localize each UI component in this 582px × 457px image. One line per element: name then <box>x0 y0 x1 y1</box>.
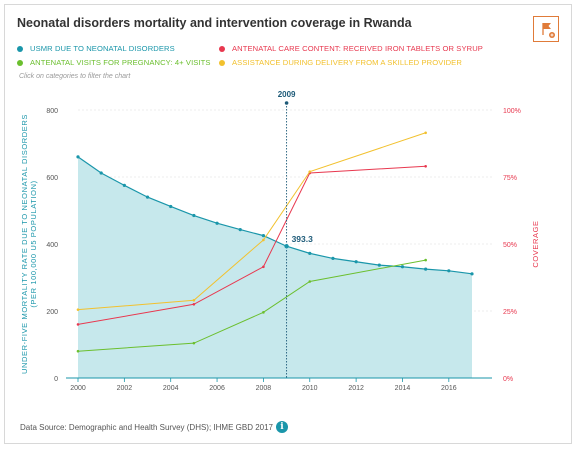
usmr-point <box>377 263 381 267</box>
year-marker-dot <box>284 101 289 105</box>
legend-item-anc4[interactable]: ANTENATAL VISITS FOR PREGNANCY: 4+ VISIT… <box>17 58 211 67</box>
y-tick-label: 800 <box>46 108 58 115</box>
usmr-point <box>192 213 196 218</box>
legend-label: ASSISTANCE DURING DELIVERY FROM A SKILLE… <box>232 58 462 67</box>
x-tick-label: 2006 <box>209 385 225 392</box>
coverage-point <box>76 323 80 326</box>
marker-value-label: 393.3 <box>292 234 314 244</box>
info-icon[interactable]: i <box>276 421 288 433</box>
usmr-point <box>400 265 405 269</box>
coverage-point <box>262 265 265 269</box>
x-tick-label: 2014 <box>395 385 411 392</box>
coverage-point <box>192 298 196 302</box>
legend-label: ANTENATAL VISITS FOR PREGNANCY: 4+ VISIT… <box>30 58 211 67</box>
x-tick-label: 2004 <box>163 385 179 392</box>
legend-dot <box>17 46 23 52</box>
usmr-point <box>424 267 428 271</box>
y-tick-label: 0 <box>54 376 58 383</box>
usmr-point <box>76 155 80 159</box>
y-tick-label: 200 <box>46 309 58 316</box>
legend-item-usmr[interactable]: USMR DUE TO NEONATAL DISORDERS <box>17 44 175 53</box>
usmr-point <box>331 256 335 261</box>
usmr-point <box>215 221 219 225</box>
y2-tick-label: 75% <box>503 175 517 182</box>
usmr-point <box>354 260 358 264</box>
legend-dot <box>219 46 225 52</box>
x-tick-label: 2002 <box>117 385 133 392</box>
usmr-point <box>470 272 474 276</box>
chart-title: Neonatal disorders mortality and interve… <box>17 16 412 30</box>
y-axis-title: UNDER-FIVE MORTALITY RATE DUE TO NEONATA… <box>20 114 29 374</box>
legend-item-iron[interactable]: ANTENATAL CARE CONTENT: RECEIVED IRON TA… <box>219 44 483 53</box>
usmr-point <box>238 227 242 232</box>
year-marker-label: 2009 <box>278 90 296 99</box>
filter-hint: Click on categories to filter the chart <box>19 73 131 80</box>
usmr-point <box>99 171 103 175</box>
usmr-point <box>145 195 150 199</box>
flag-button[interactable] <box>533 16 559 42</box>
x-tick-label: 2016 <box>441 385 457 392</box>
legend-dot <box>17 60 23 66</box>
y-axis-title-sub: (PER 100,000 U5 POPULATION) <box>29 180 38 307</box>
coverage-point <box>76 308 80 311</box>
marker-value-point <box>284 244 289 249</box>
y2-axis-title: COVERAGE <box>531 220 540 267</box>
legend-label: ANTENATAL CARE CONTENT: RECEIVED IRON TA… <box>232 44 483 53</box>
data-source: Data Source: Demographic and Health Surv… <box>20 423 273 432</box>
usmr-point <box>447 269 451 273</box>
usmr-point <box>261 234 266 238</box>
y-tick-label: 600 <box>46 175 58 182</box>
usmr-point <box>308 251 312 255</box>
x-tick-label: 2010 <box>302 385 318 392</box>
legend-item-skilled[interactable]: ASSISTANCE DURING DELIVERY FROM A SKILLE… <box>219 58 462 67</box>
coverage-point <box>308 280 312 283</box>
usmr-point <box>122 183 126 187</box>
legend-dot <box>219 60 225 66</box>
y2-tick-label: 100% <box>503 108 521 115</box>
coverage-point <box>262 238 265 242</box>
y-tick-label: 400 <box>46 242 58 249</box>
coverage-point <box>424 164 427 168</box>
y2-tick-label: 50% <box>503 242 517 249</box>
coverage-point <box>192 341 196 345</box>
coverage-point <box>424 131 427 135</box>
coverage-point <box>424 258 427 262</box>
usmr-line <box>77 156 473 275</box>
coverage-point <box>192 303 196 306</box>
coverage-point <box>76 349 80 353</box>
x-tick-label: 2008 <box>256 385 272 392</box>
usmr-area <box>78 156 472 378</box>
x-tick-label: 2000 <box>70 385 86 392</box>
x-tick-label: 2012 <box>348 385 364 392</box>
legend-label: USMR DUE TO NEONATAL DISORDERS <box>30 44 175 53</box>
usmr-point <box>169 204 173 209</box>
y2-tick-label: 25% <box>503 309 517 316</box>
y2-tick-label: 0% <box>503 376 513 383</box>
coverage-point <box>308 170 312 173</box>
flag-icon <box>542 23 555 38</box>
coverage-point <box>262 311 265 314</box>
